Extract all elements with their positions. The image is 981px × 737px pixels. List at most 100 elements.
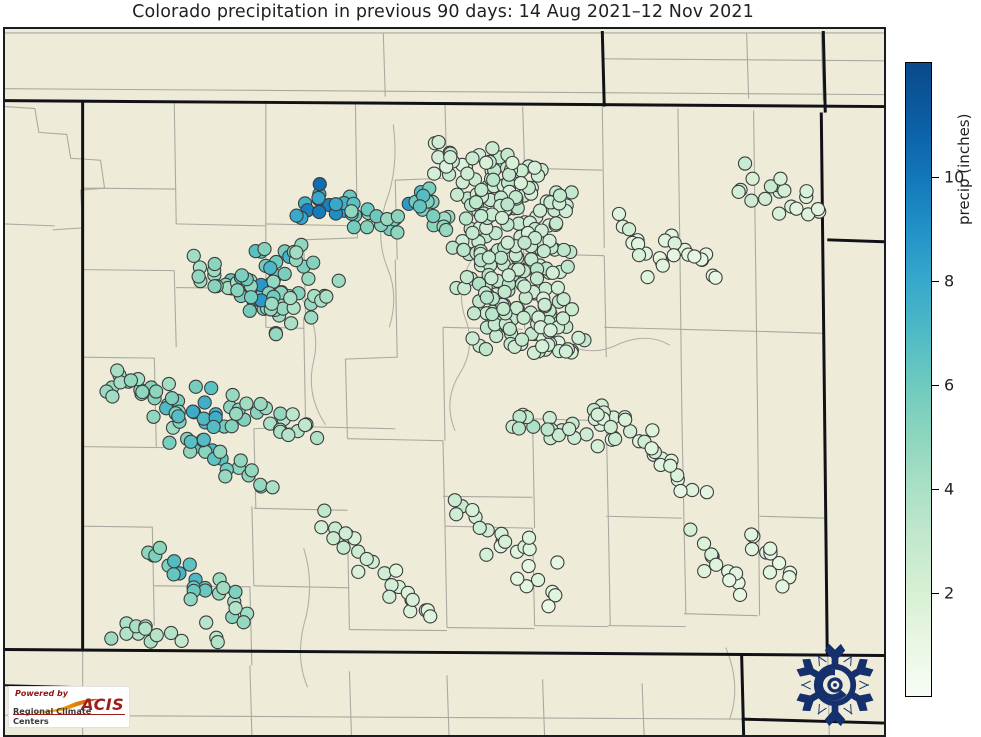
colorbar-tick [932,280,939,282]
station-marker [687,249,702,264]
station-marker [543,323,558,338]
station-marker [384,578,399,593]
station-marker [390,225,405,240]
station-marker [631,248,647,263]
station-marker [562,421,577,437]
station-marker [777,183,792,198]
station-marker [277,266,292,282]
station-marker [514,332,530,347]
station-marker [494,210,510,226]
station-marker [481,250,497,265]
station-marker [273,406,288,421]
station-marker [236,615,251,630]
station-marker [771,555,787,571]
station-marker [670,468,685,483]
station-marker [516,310,531,325]
station-marker [317,503,332,518]
station-marker [511,421,527,436]
station-marker [213,444,228,459]
station-marker [542,410,557,426]
station-marker [479,547,494,562]
station-marker [183,434,198,449]
station-marker [289,245,304,260]
station-marker [758,191,773,206]
station-marker [166,567,181,582]
colorado-precipitation-map [5,30,884,735]
station-marker [304,310,319,325]
station-marker [377,566,392,581]
acis-swoosh-icon [29,698,99,713]
station-marker [224,419,239,434]
station-marker [239,396,254,411]
station-marker [775,579,790,594]
colorbar-tick-label: 2 [944,583,955,603]
station-marker [359,551,374,567]
station-marker [644,441,659,456]
station-marker [426,208,441,224]
station-marker [167,554,182,569]
station-marker [228,601,243,616]
station-marker [207,256,222,272]
station-marker [722,573,737,588]
station-marker [773,171,788,186]
colorbar-tick-label: 8 [944,271,955,291]
colorbar-tick [932,488,939,490]
station-marker [263,260,278,276]
station-marker [501,167,517,182]
station-marker [571,330,586,345]
station-marker [188,379,203,394]
station-marker [456,242,471,258]
station-marker [685,482,700,498]
station-marker [344,204,359,219]
station-marker [243,290,259,305]
station-marker [105,389,120,404]
station-marker [135,384,150,400]
station-marker [336,540,351,555]
station-marker [513,176,528,191]
station-marker [312,177,327,192]
station-marker [517,279,532,294]
station-marker [540,422,555,437]
station-marker [301,271,316,286]
station-marker [225,387,240,403]
station-marker [331,273,346,288]
station-marker [196,432,211,447]
station-marker [283,290,298,306]
station-marker [382,589,397,604]
station-marker [551,427,566,443]
station-marker [443,150,458,165]
station-marker [789,201,804,216]
station-marker [423,609,438,624]
station-marker [494,250,509,265]
station-marker [207,279,222,294]
station-marker [197,395,212,410]
station-marker [498,534,513,549]
station-marker [465,502,480,518]
station-marker [162,435,177,450]
station-marker [199,615,214,630]
station-marker [550,555,565,570]
station-marker [500,197,515,212]
station-marker [405,592,420,607]
station-marker [529,271,545,286]
station-marker [204,380,219,396]
station-marker [338,526,353,541]
station-marker [161,376,176,392]
station-marker [479,155,494,170]
station-marker [314,520,329,535]
station-marker [510,571,525,586]
station-marker [431,134,446,150]
station-marker [149,628,164,643]
station-marker [164,390,180,406]
station-marker [163,625,179,641]
station-marker [564,302,580,317]
station-marker [744,193,759,208]
station-marker [474,182,489,197]
station-marker [171,409,186,424]
station-marker [537,297,552,312]
acis-logo: Powered by ACIS Regional Climate Centers [8,686,130,728]
station-marker [478,341,494,357]
station-marker [210,635,225,650]
station-marker [283,316,299,331]
page-title: Colorado precipitation in previous 90 da… [132,2,754,22]
